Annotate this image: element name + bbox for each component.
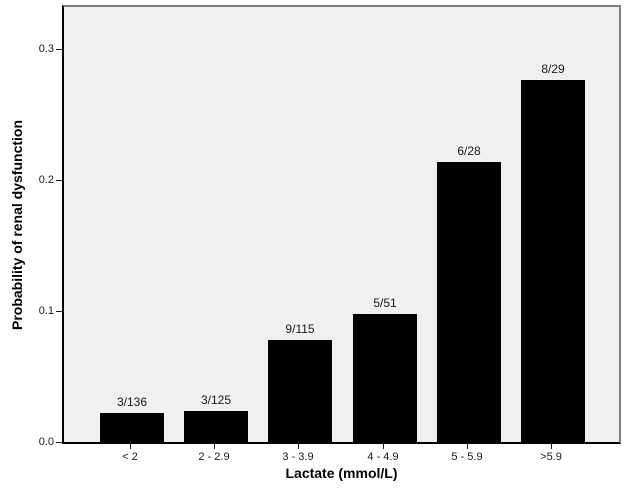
bar-count-label: 3/125 [200,393,232,407]
x-axis-title: Lactate (mmol/L) [285,465,398,481]
bar-count-label: 9/115 [285,322,315,336]
y-tick-label: 0.3 [38,43,54,55]
y-tick-mark [56,49,62,50]
bar-2 [184,411,248,442]
x-tick-label: 2 - 2.9 [198,451,230,463]
bar-3 [268,340,332,442]
x-tick-mark [298,444,299,449]
bar-5 [437,162,501,442]
y-tick-mark [56,180,62,181]
bar-count-label: 6/28 [457,144,481,158]
bar-count-label: 8/29 [541,62,565,76]
y-tick-label: 0.2 [38,174,54,186]
x-tick-label: 4 - 4.9 [367,451,399,463]
bar-4 [353,314,417,442]
y-tick-label: 0.1 [38,305,54,317]
x-tick-mark [130,444,131,449]
bar-6 [521,80,585,442]
x-tick-mark [383,444,384,449]
x-tick-label: 5 - 5.9 [451,451,483,463]
y-axis-title-container: Probability of renal dysfunction [4,5,30,444]
y-tick-mark [56,311,62,312]
y-tick-mark [56,442,62,443]
bar-1 [100,413,164,442]
bar-count-label: 5/51 [373,296,397,310]
x-tick-mark [551,444,552,449]
x-tick-mark [467,444,468,449]
plot-area: 3/136 3/125 9/115 5/51 6/28 8/29 [62,5,621,444]
bar-count-label: 3/136 [116,395,148,409]
y-tick-label: 0.0 [38,436,54,448]
y-axis-title: Probability of renal dysfunction [9,119,25,330]
x-tick-label: >5.9 [540,451,562,463]
x-tick-label: < 2 [122,451,138,463]
x-tick-label: 3 - 3.9 [282,451,314,463]
x-tick-mark [214,444,215,449]
